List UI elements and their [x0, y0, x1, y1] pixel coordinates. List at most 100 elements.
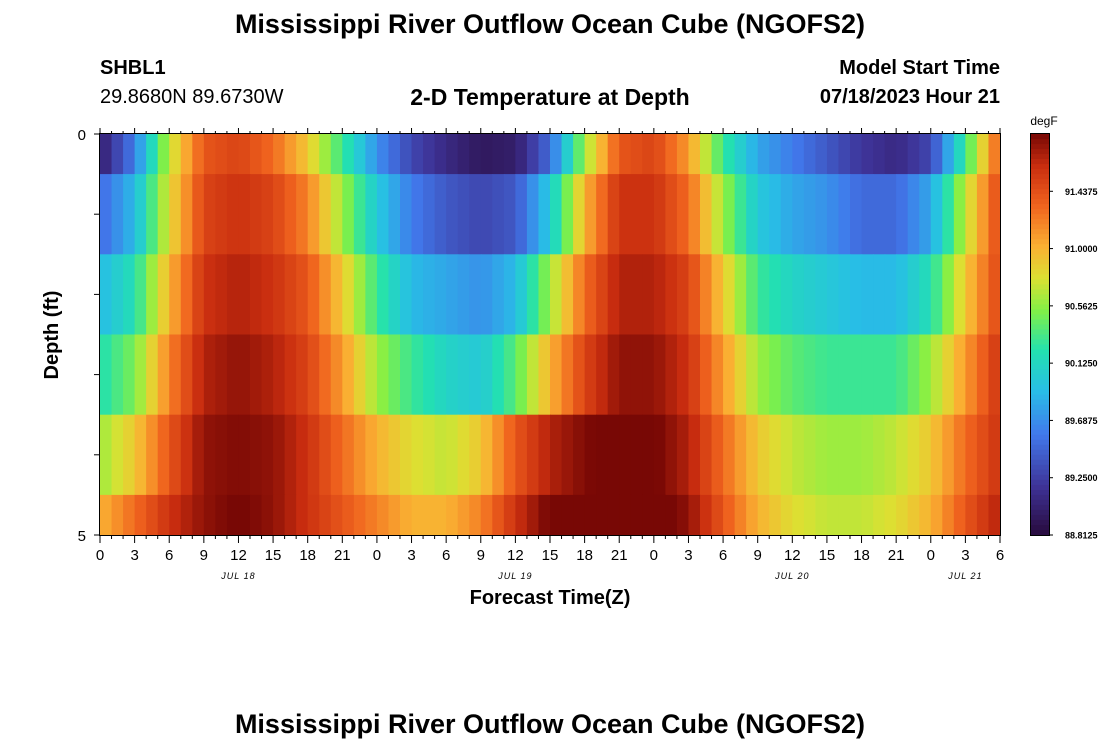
heatmap-cell: [873, 134, 886, 175]
heatmap-cell: [146, 174, 159, 255]
heatmap-cell: [480, 494, 493, 535]
colorbar-segment: [1031, 239, 1049, 245]
colorbar-segment: [1031, 364, 1049, 371]
heatmap-cell: [653, 254, 666, 336]
colorbar-segment: [1031, 449, 1049, 456]
heatmap-cell: [388, 414, 401, 496]
heatmap-cell: [457, 174, 470, 255]
heatmap-cell: [792, 414, 805, 496]
heatmap-cell: [596, 134, 609, 175]
heatmap-cell: [365, 334, 378, 416]
heatmap-cell: [469, 334, 482, 416]
heatmap-cell: [434, 134, 447, 175]
heatmap-cell: [411, 174, 424, 255]
colorbar-segment: [1031, 524, 1049, 531]
x-tick-label: 21: [611, 547, 628, 564]
heatmap-cell: [203, 334, 216, 416]
heatmap-cell: [792, 134, 805, 175]
heatmap-cell: [723, 254, 736, 336]
heatmap-cell: [850, 174, 863, 255]
colorbar-segment: [1031, 199, 1049, 205]
colorbar-segment: [1031, 519, 1049, 526]
heatmap-cell: [203, 494, 216, 535]
colorbar-segment: [1031, 244, 1049, 250]
heatmap-cell: [492, 134, 505, 175]
heatmap-cell: [953, 414, 966, 496]
x-tick-label: 0: [373, 547, 381, 564]
heatmap-cell: [942, 134, 955, 175]
heatmap-cell: [330, 334, 343, 416]
x-tick-label: 0: [96, 547, 104, 564]
heatmap-cell: [203, 174, 216, 255]
colorbar-segment: [1031, 189, 1049, 195]
heatmap-cell: [319, 414, 332, 496]
heatmap-cell: [515, 254, 528, 336]
heatmap-cell: [607, 174, 620, 255]
heatmap-cell: [480, 334, 493, 416]
heatmap-cell: [792, 494, 805, 535]
colorbar-segment: [1031, 149, 1049, 155]
heatmap-cell: [769, 254, 782, 336]
heatmap-cell: [630, 134, 643, 175]
heatmap-cell: [400, 494, 413, 535]
heatmap-cell: [238, 174, 251, 255]
heatmap-cell: [400, 174, 413, 255]
heatmap-cell: [307, 134, 320, 175]
x-tick-label: 12: [507, 547, 524, 564]
heatmap-cells: [100, 134, 1000, 535]
heatmap-cell: [423, 254, 436, 336]
heatmap-cell: [284, 414, 297, 496]
heatmap-cell: [573, 414, 586, 496]
heatmap-cell: [884, 254, 897, 336]
heatmap-cell: [134, 334, 147, 416]
colorbar-segment: [1031, 404, 1049, 411]
heatmap-cell: [284, 494, 297, 535]
heatmap-cell: [226, 134, 240, 175]
heatmap-cell: [157, 134, 170, 175]
heatmap-cell: [953, 254, 966, 336]
heatmap-cell: [930, 334, 943, 416]
heatmap-cell: [192, 254, 205, 336]
heatmap-cell: [676, 494, 690, 535]
heatmap-cell: [642, 254, 655, 336]
heatmap-cell: [307, 334, 320, 416]
heatmap-cell: [123, 414, 136, 496]
heatmap-cell: [792, 174, 805, 255]
heatmap-cell: [665, 494, 678, 535]
heatmap-cell: [134, 254, 147, 336]
heatmap-cell: [607, 254, 620, 336]
heatmap-cell: [526, 494, 540, 535]
colorbar-segment: [1031, 139, 1049, 145]
heatmap-cell: [884, 494, 897, 535]
heatmap-cell: [100, 254, 113, 336]
heatmap-cell: [203, 414, 216, 496]
heatmap-cell: [815, 414, 828, 496]
heatmap-cell: [400, 334, 413, 416]
heatmap-cell: [388, 494, 401, 535]
heatmap-cell: [215, 174, 228, 255]
colorbar-segment: [1031, 494, 1049, 501]
heatmap-cell: [711, 414, 724, 496]
heatmap-cell: [307, 414, 320, 496]
heatmap-cell: [769, 334, 782, 416]
colorbar-segment: [1031, 514, 1049, 521]
heatmap-cell: [457, 254, 470, 336]
heatmap-cell: [803, 134, 816, 175]
heatmap-cell: [376, 174, 390, 255]
heatmap-cell: [180, 334, 193, 416]
heatmap-cell: [538, 414, 551, 496]
x-date-label: JUL 21: [947, 571, 982, 581]
colorbar-segment: [1031, 324, 1049, 331]
heatmap-cell: [192, 174, 205, 255]
x-tick-label: 3: [130, 547, 138, 564]
heatmap-cell: [676, 254, 690, 336]
heatmap-cell: [688, 414, 701, 496]
heatmap-cell: [734, 334, 747, 416]
heatmap-cell: [515, 414, 528, 496]
x-tick-label: 3: [961, 547, 969, 564]
heatmap-cell: [538, 334, 551, 416]
heatmap-cell: [423, 414, 436, 496]
heatmap-cell: [526, 254, 540, 336]
heatmap-cell: [469, 134, 482, 175]
heatmap-cell: [238, 254, 251, 336]
